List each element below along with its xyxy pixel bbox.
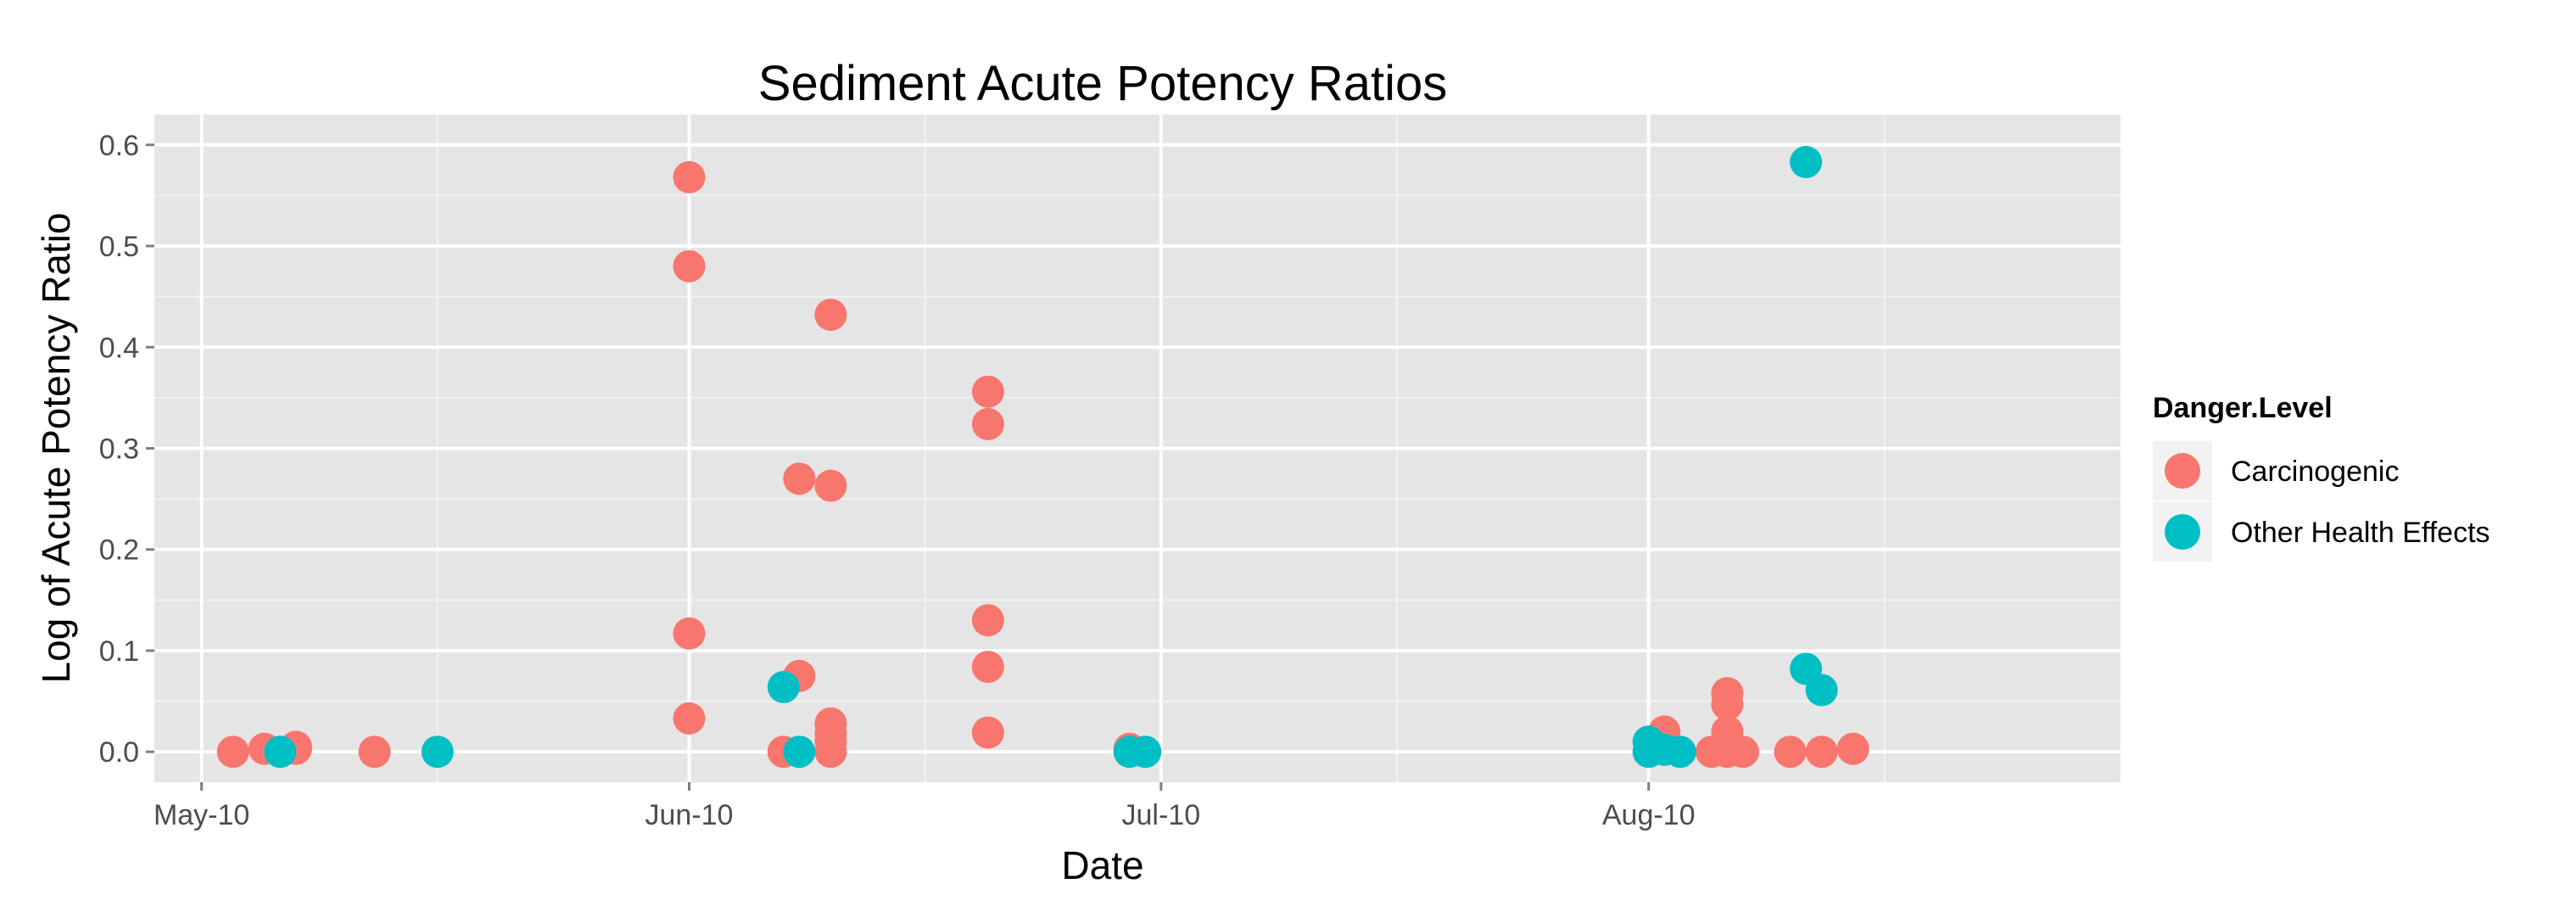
legend-title: Danger.Level: [2153, 392, 2333, 424]
y-tick-label: 0.1: [99, 635, 139, 668]
minor-grid: [154, 115, 2121, 782]
data-point-other-health-effects: [1663, 735, 1696, 769]
data-point-carcinogenic: [814, 469, 847, 502]
data-point-carcinogenic: [673, 617, 706, 650]
x-tick-label: Jul-10: [1122, 799, 1201, 831]
data-point-carcinogenic: [1836, 732, 1869, 765]
y-tick-labels: 0.0 0.1 0.2 0.3 0.4 0.5 0.6: [99, 130, 139, 769]
x-tick-label: May-10: [154, 799, 249, 831]
data-point-other-health-effects: [1805, 674, 1838, 707]
major-grid: [154, 115, 2121, 782]
data-points: [216, 146, 1869, 769]
y-tick-label: 0.2: [99, 534, 139, 567]
legend-item-other-health-effects: Other Health Effects: [2153, 502, 2490, 562]
axis-ticks: [146, 143, 1651, 791]
data-point-carcinogenic: [1711, 688, 1744, 721]
x-tick-labels: May-10 Jun-10 Jul-10 Aug-10: [154, 799, 1696, 831]
legend-item-carcinogenic: Carcinogenic: [2153, 441, 2399, 501]
data-point-carcinogenic: [1774, 735, 1807, 769]
legend-key-carcinogenic: [2165, 453, 2200, 489]
series-carcinogenic: [216, 160, 1869, 769]
data-point-other-health-effects: [1129, 735, 1162, 769]
data-point-other-health-effects: [264, 735, 297, 769]
data-point-carcinogenic: [673, 160, 706, 193]
y-tick-label: 0.3: [99, 433, 139, 466]
x-tick-label: Aug-10: [1602, 799, 1696, 831]
legend-label-other-health-effects: Other Health Effects: [2231, 517, 2490, 549]
data-point-carcinogenic: [971, 716, 1004, 749]
data-point-other-health-effects: [1790, 146, 1823, 179]
legend-label-carcinogenic: Carcinogenic: [2231, 456, 2399, 488]
x-tick-label: Jun-10: [645, 799, 734, 831]
data-point-carcinogenic: [783, 462, 816, 495]
data-point-carcinogenic: [814, 735, 847, 769]
x-axis-title: Date: [1061, 843, 1143, 887]
chart-title: Sediment Acute Potency Ratios: [758, 56, 1447, 111]
legend: Danger.Level Carcinogenic Other Health Ef…: [2153, 392, 2490, 562]
data-point-carcinogenic: [1805, 735, 1838, 769]
data-point-carcinogenic: [673, 249, 706, 282]
y-tick-label: 0.4: [99, 332, 139, 364]
series-other-health-effects: [264, 146, 1838, 769]
data-point-carcinogenic: [971, 604, 1004, 637]
data-point-carcinogenic: [216, 735, 249, 769]
data-point-carcinogenic: [971, 651, 1004, 684]
data-point-carcinogenic: [358, 735, 391, 769]
data-point-other-health-effects: [783, 735, 816, 769]
data-point-carcinogenic: [1726, 735, 1759, 769]
data-point-carcinogenic: [971, 375, 1004, 408]
y-axis-title: Log of Acute Potency Ratio: [34, 213, 78, 684]
data-point-carcinogenic: [673, 702, 706, 735]
data-point-carcinogenic: [971, 407, 1004, 440]
data-point-carcinogenic: [814, 299, 847, 332]
data-point-other-health-effects: [421, 735, 454, 769]
legend-items: Carcinogenic Other Health Effects: [2153, 441, 2490, 562]
y-tick-label: 0.5: [99, 231, 139, 263]
data-point-other-health-effects: [767, 670, 800, 703]
y-tick-label: 0.6: [99, 130, 139, 162]
legend-key-other-health-effects: [2165, 514, 2200, 550]
y-tick-label: 0.0: [99, 736, 139, 769]
